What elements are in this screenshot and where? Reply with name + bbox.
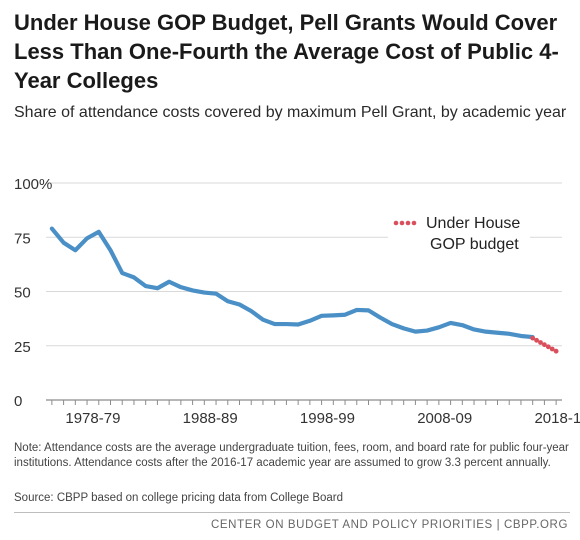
x-tick-label: 2018-19 — [534, 410, 580, 427]
footer-credit: CENTER ON BUDGET AND POLICY PRIORITIES |… — [210, 519, 568, 531]
legend-box — [388, 208, 530, 256]
y-tick-label: 100% — [14, 176, 52, 193]
x-tick-label: 1998-99 — [300, 410, 355, 427]
chart-title: Under House GOP Budget, Pell Grants Woul… — [14, 10, 559, 93]
data-point-projection — [538, 340, 543, 345]
chart-note: Note: Attendance costs are the average u… — [14, 442, 569, 469]
x-axis-ticks: 1978-79 1988-89 1998-99 2008-09 2018-19 — [51, 400, 580, 427]
data-point-projection — [553, 348, 559, 354]
data-point-projection — [542, 342, 547, 348]
footer-divider — [14, 512, 570, 513]
data-point-projection — [534, 337, 539, 343]
legend-label: GOP budget — [430, 236, 519, 253]
data-point-projection — [530, 335, 536, 341]
legend-label: Under House — [426, 215, 520, 232]
y-tick-label: 50 — [14, 285, 31, 302]
data-point-projection — [545, 344, 551, 350]
chart-source: Source: CBPP based on college pricing da… — [14, 492, 344, 504]
y-tick-label: 0 — [14, 393, 22, 410]
series-layer — [49, 226, 559, 354]
x-tick-label: 2008-09 — [417, 410, 472, 427]
x-tick-label: 1988-89 — [183, 410, 238, 427]
line-chart: 0 25 50 75 100% 1978-79 1988-89 1998-99 2008-09… — [14, 176, 580, 427]
x-tick-label: 1978-79 — [65, 410, 120, 427]
legend-swatch-dot — [393, 220, 399, 226]
y-axis-ticks: 0 25 50 75 100% — [14, 176, 52, 410]
series-line-historical — [49, 226, 535, 340]
y-tick-label: 75 — [14, 230, 31, 247]
legend-swatch-dot — [405, 220, 411, 226]
data-point-projection — [549, 346, 555, 352]
y-tick-label: 25 — [14, 339, 31, 356]
legend-swatch-dot — [399, 220, 405, 226]
legend: Under House GOP budget — [388, 208, 530, 256]
chart-subtitle: Share of attendance costs covered by max… — [14, 104, 567, 121]
legend-swatch-dot — [411, 220, 417, 226]
